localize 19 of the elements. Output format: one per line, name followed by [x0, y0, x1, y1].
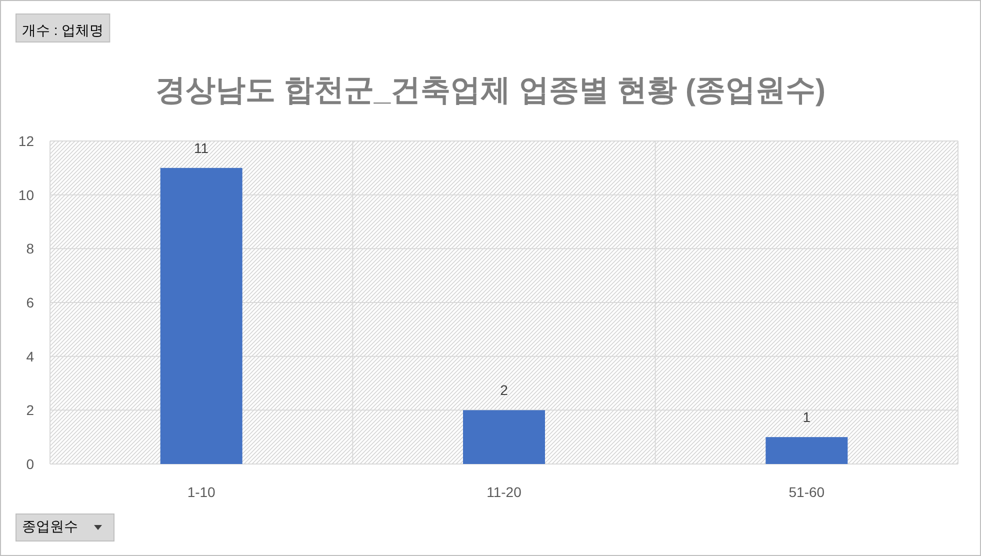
y-tick-label: 12 — [18, 133, 34, 149]
data-label: 2 — [500, 382, 508, 398]
x-tick-label: 11-20 — [486, 484, 522, 500]
y-tick-label: 0 — [26, 456, 34, 472]
data-label: 11 — [194, 140, 209, 156]
x-tick-label: 51-60 — [788, 484, 825, 500]
y-tick-label: 10 — [18, 186, 34, 203]
data-label: 1 — [802, 409, 811, 426]
y-tick-label: 4 — [26, 348, 34, 364]
x-tick-label: 1-10 — [187, 484, 216, 500]
y-tick-label: 2 — [26, 402, 34, 418]
chart-title: 경상남도 합천군_건축업체 업종별 현황 (종업원수) — [155, 74, 826, 107]
bar — [766, 437, 848, 464]
y-tick-label: 8 — [26, 240, 34, 257]
bar — [160, 168, 242, 464]
text: 개수 : 업체명 — [22, 22, 104, 38]
y-tick-label: 6 — [26, 294, 34, 310]
bar — [463, 410, 545, 464]
x-axis-title: 종업원수 — [22, 518, 78, 534]
